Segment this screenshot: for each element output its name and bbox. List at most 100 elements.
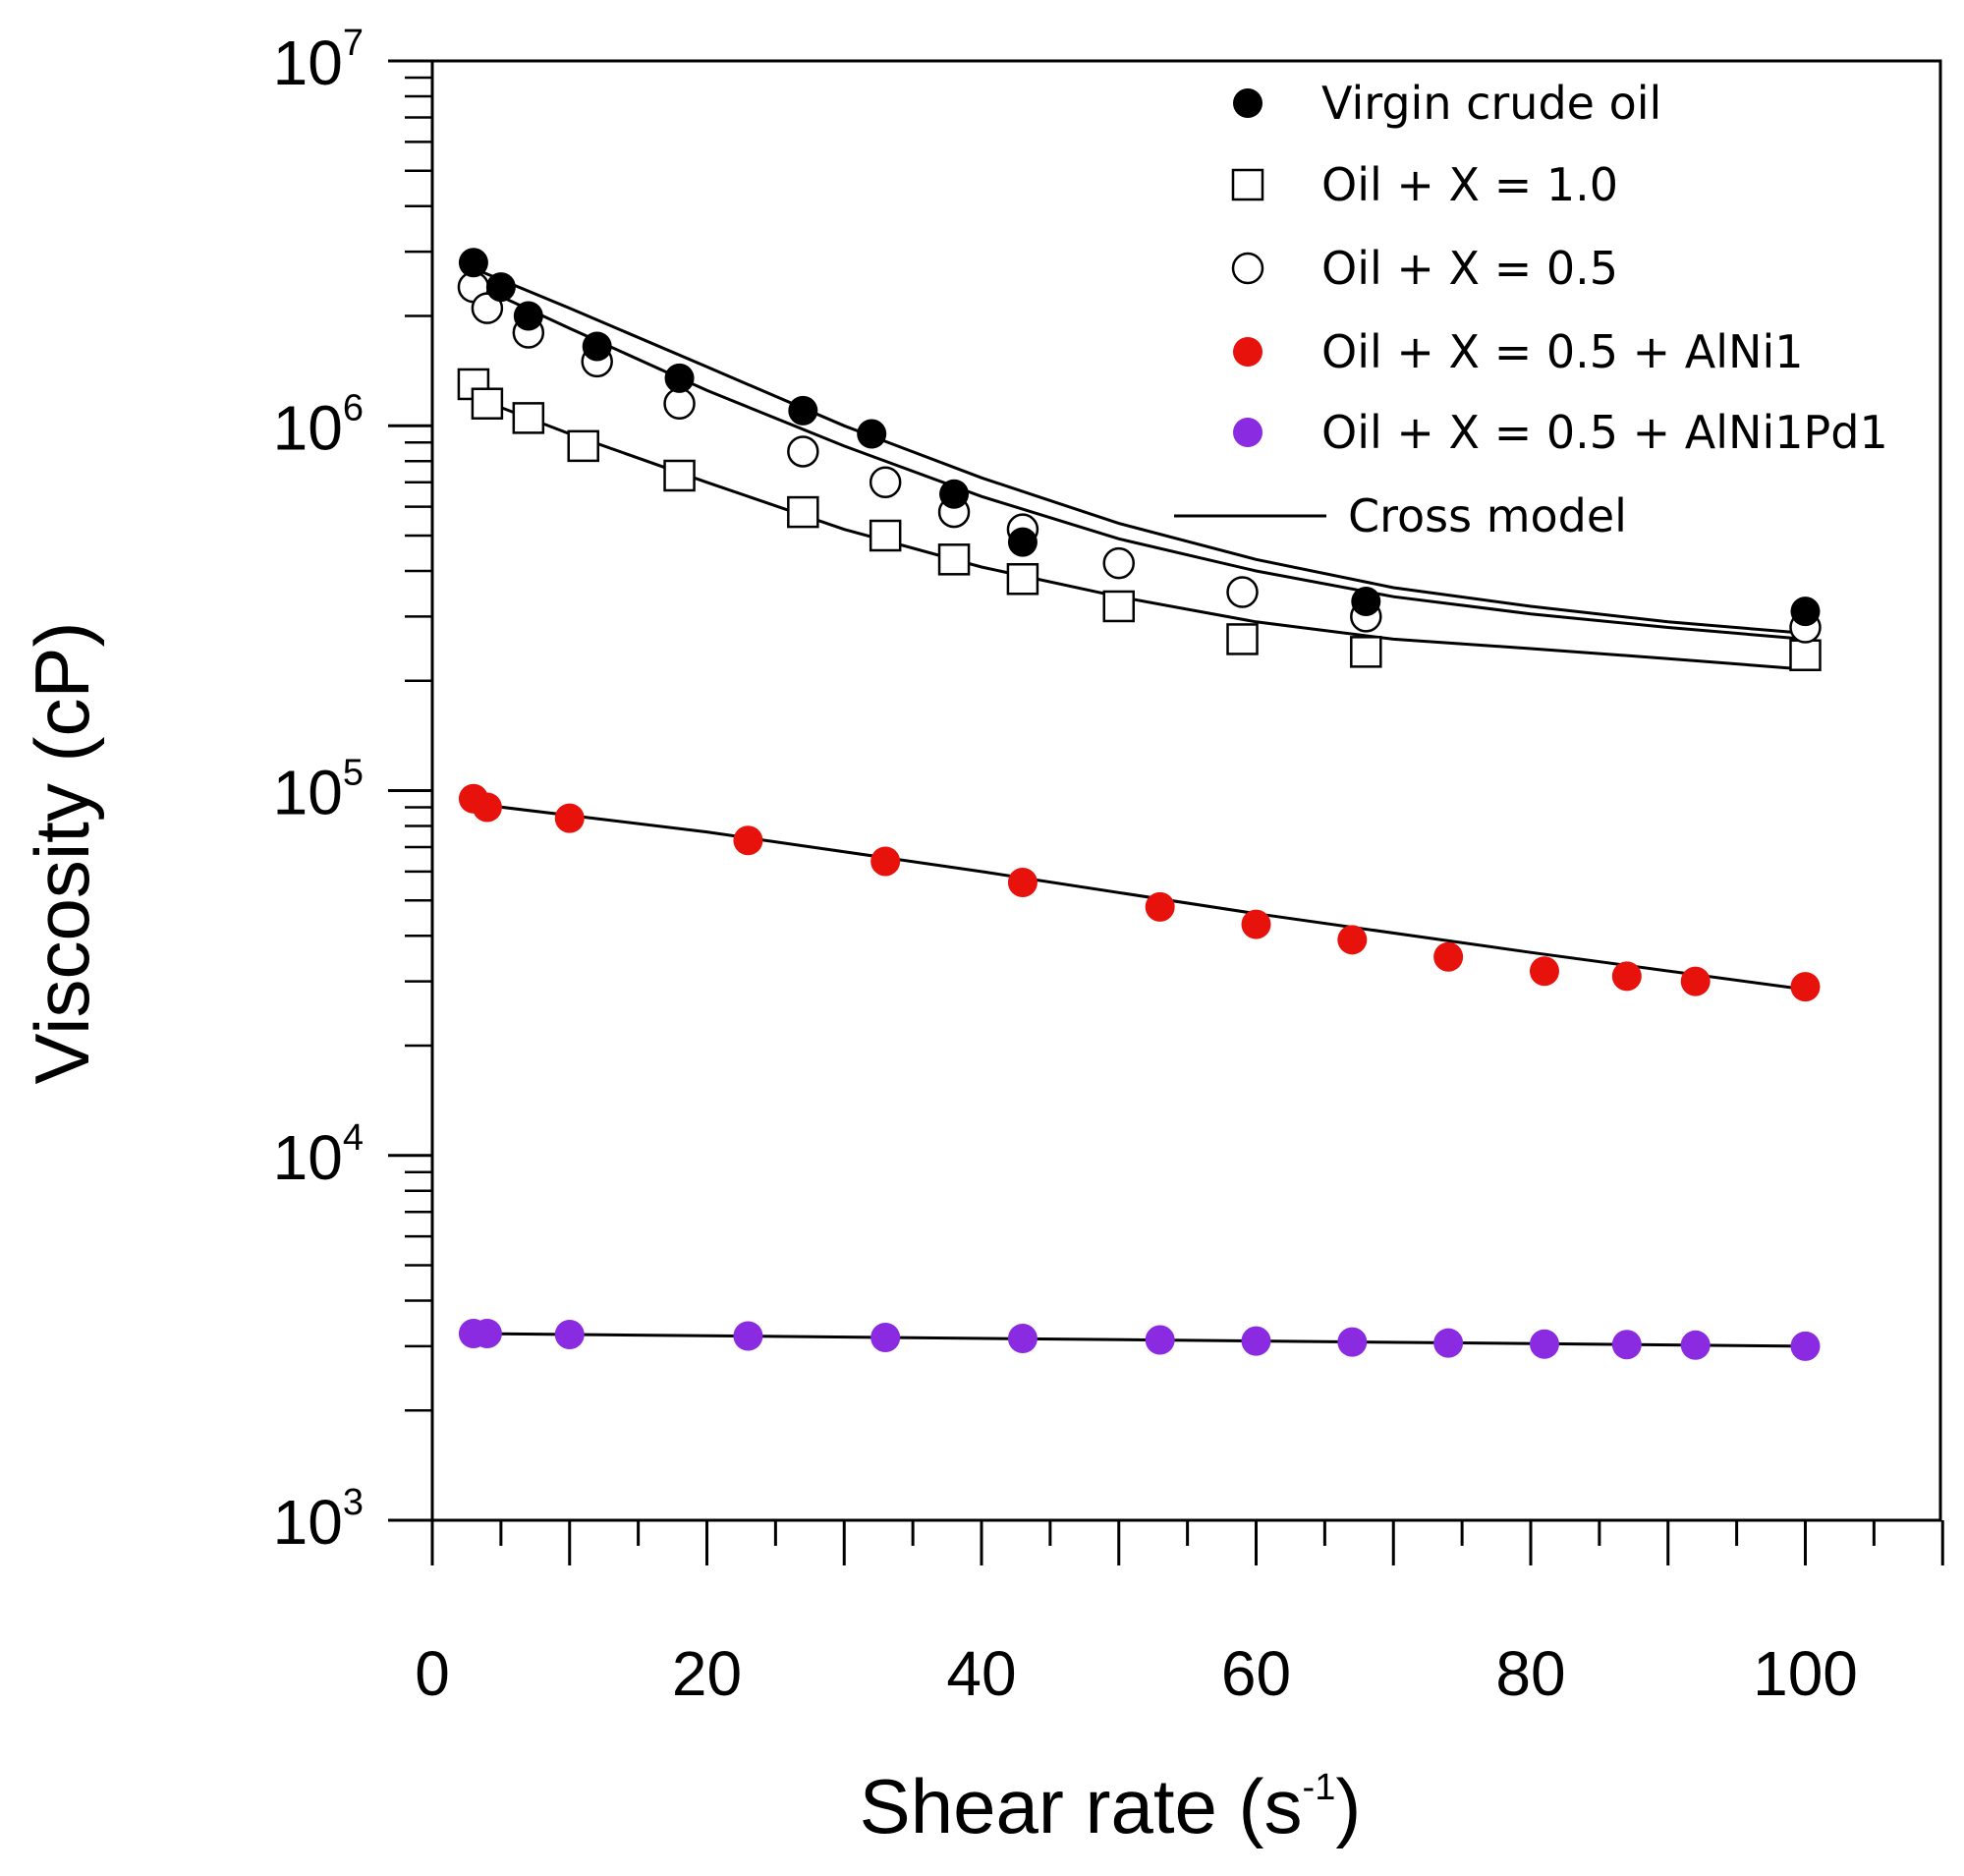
data-point bbox=[1350, 636, 1382, 668]
data-point bbox=[485, 272, 516, 303]
data-point bbox=[1226, 623, 1259, 655]
y-tick-label: 103 bbox=[273, 1482, 364, 1558]
x-tick-label: 100 bbox=[1753, 1638, 1858, 1709]
data-point bbox=[870, 846, 901, 877]
data-point bbox=[1611, 1330, 1642, 1360]
data-points bbox=[457, 248, 1822, 1361]
data-point bbox=[1433, 1328, 1464, 1358]
legend-marker bbox=[1233, 418, 1263, 447]
y-tick-label-exponent: 7 bbox=[343, 23, 364, 64]
data-point bbox=[1007, 527, 1038, 557]
y-tick-label-base: 10 bbox=[273, 1487, 343, 1558]
data-point bbox=[1680, 966, 1711, 996]
y-tick-label-base: 10 bbox=[273, 28, 343, 98]
cross-model-fit-line bbox=[473, 266, 1806, 635]
data-point bbox=[471, 292, 504, 324]
y-tick-label-exponent: 3 bbox=[343, 1482, 364, 1523]
data-point bbox=[1337, 925, 1368, 955]
data-point bbox=[1241, 909, 1271, 939]
data-point bbox=[554, 1319, 585, 1349]
cross-model-fit-line bbox=[473, 282, 1806, 641]
y-tick-label: 105 bbox=[273, 753, 364, 828]
data-point bbox=[788, 395, 818, 426]
data-point bbox=[513, 301, 543, 331]
data-point bbox=[554, 803, 585, 833]
data-point bbox=[1790, 972, 1821, 1002]
data-point bbox=[733, 825, 763, 856]
legend-label: Oil + X = 1.0 bbox=[1321, 158, 1618, 211]
y-tick-label-base: 10 bbox=[273, 392, 343, 463]
data-point bbox=[471, 387, 504, 420]
data-point bbox=[1680, 1330, 1711, 1360]
data-point bbox=[1102, 546, 1135, 580]
data-point bbox=[582, 331, 612, 362]
data-point bbox=[1226, 576, 1259, 608]
data-point bbox=[664, 363, 695, 393]
data-point bbox=[1611, 961, 1642, 992]
data-point bbox=[1351, 587, 1381, 617]
x-tick-label: 20 bbox=[672, 1638, 742, 1709]
y-tick-label: 104 bbox=[273, 1117, 364, 1193]
data-point bbox=[567, 429, 599, 463]
data-point bbox=[1145, 891, 1175, 922]
data-point bbox=[1529, 956, 1559, 987]
data-point bbox=[733, 1321, 763, 1351]
legend-label: Oil + X = 0.5 + AlNi1 bbox=[1321, 325, 1804, 378]
y-tick-label-base: 10 bbox=[273, 1122, 343, 1193]
legend-marker bbox=[1233, 88, 1263, 118]
data-point bbox=[1007, 1324, 1038, 1354]
legend-fit-label: Cross model bbox=[1348, 489, 1627, 542]
data-point bbox=[663, 387, 696, 420]
data-point bbox=[512, 402, 545, 434]
x-tick-label: 80 bbox=[1495, 1638, 1565, 1709]
data-point bbox=[870, 1322, 901, 1352]
legend-marker bbox=[1231, 168, 1264, 201]
data-point bbox=[869, 466, 902, 499]
data-point bbox=[458, 248, 488, 278]
data-point bbox=[472, 792, 502, 823]
x-axis-title-suffix: ) bbox=[1335, 1763, 1361, 1849]
x-tick-label: 40 bbox=[946, 1638, 1016, 1709]
data-point bbox=[1145, 1325, 1175, 1355]
legend-label: Oil + X = 0.5 bbox=[1321, 242, 1618, 295]
cross-model-fit-line bbox=[473, 802, 1806, 992]
y-tick-label-exponent: 5 bbox=[343, 753, 364, 794]
data-point bbox=[787, 435, 819, 468]
x-axis-title-superscript: -1 bbox=[1303, 1767, 1336, 1808]
data-point bbox=[869, 519, 902, 552]
legend-label: Virgin crude oil bbox=[1321, 77, 1661, 130]
data-point bbox=[1006, 563, 1039, 596]
data-point bbox=[937, 543, 971, 576]
data-point bbox=[1433, 941, 1464, 972]
legend: Virgin crude oil Oil + X = 1.0 Oil + X = 0… bbox=[1174, 77, 1888, 542]
data-point bbox=[663, 459, 696, 492]
data-point bbox=[1241, 1326, 1271, 1356]
x-axis-title: Shear rate (s-1) bbox=[860, 1763, 1362, 1849]
x-tick-label: 0 bbox=[415, 1638, 450, 1709]
data-point bbox=[1102, 590, 1135, 623]
data-point bbox=[787, 495, 819, 529]
cross-model-fit-line bbox=[473, 1332, 1806, 1348]
data-point bbox=[939, 479, 970, 509]
data-point bbox=[472, 1318, 502, 1348]
y-tick-label-base: 10 bbox=[273, 758, 343, 828]
legend-marker bbox=[1233, 337, 1263, 367]
y-axis-title: Viscosity (cP) bbox=[19, 622, 105, 1085]
legend-marker bbox=[1231, 252, 1264, 285]
data-point bbox=[857, 419, 887, 449]
data-point bbox=[1789, 639, 1822, 671]
y-tick-label: 107 bbox=[273, 23, 364, 98]
data-point bbox=[1790, 1331, 1821, 1361]
x-axis-title-main: Shear rate (s bbox=[860, 1763, 1303, 1849]
x-tick-label: 60 bbox=[1221, 1638, 1291, 1709]
legend-label: Oil + X = 0.5 + AlNi1Pd1 bbox=[1321, 406, 1888, 459]
data-point bbox=[1529, 1329, 1559, 1359]
data-point bbox=[1007, 867, 1038, 897]
y-tick-label-exponent: 6 bbox=[343, 387, 364, 428]
y-tick-label: 106 bbox=[273, 387, 364, 463]
data-point bbox=[1337, 1327, 1368, 1357]
